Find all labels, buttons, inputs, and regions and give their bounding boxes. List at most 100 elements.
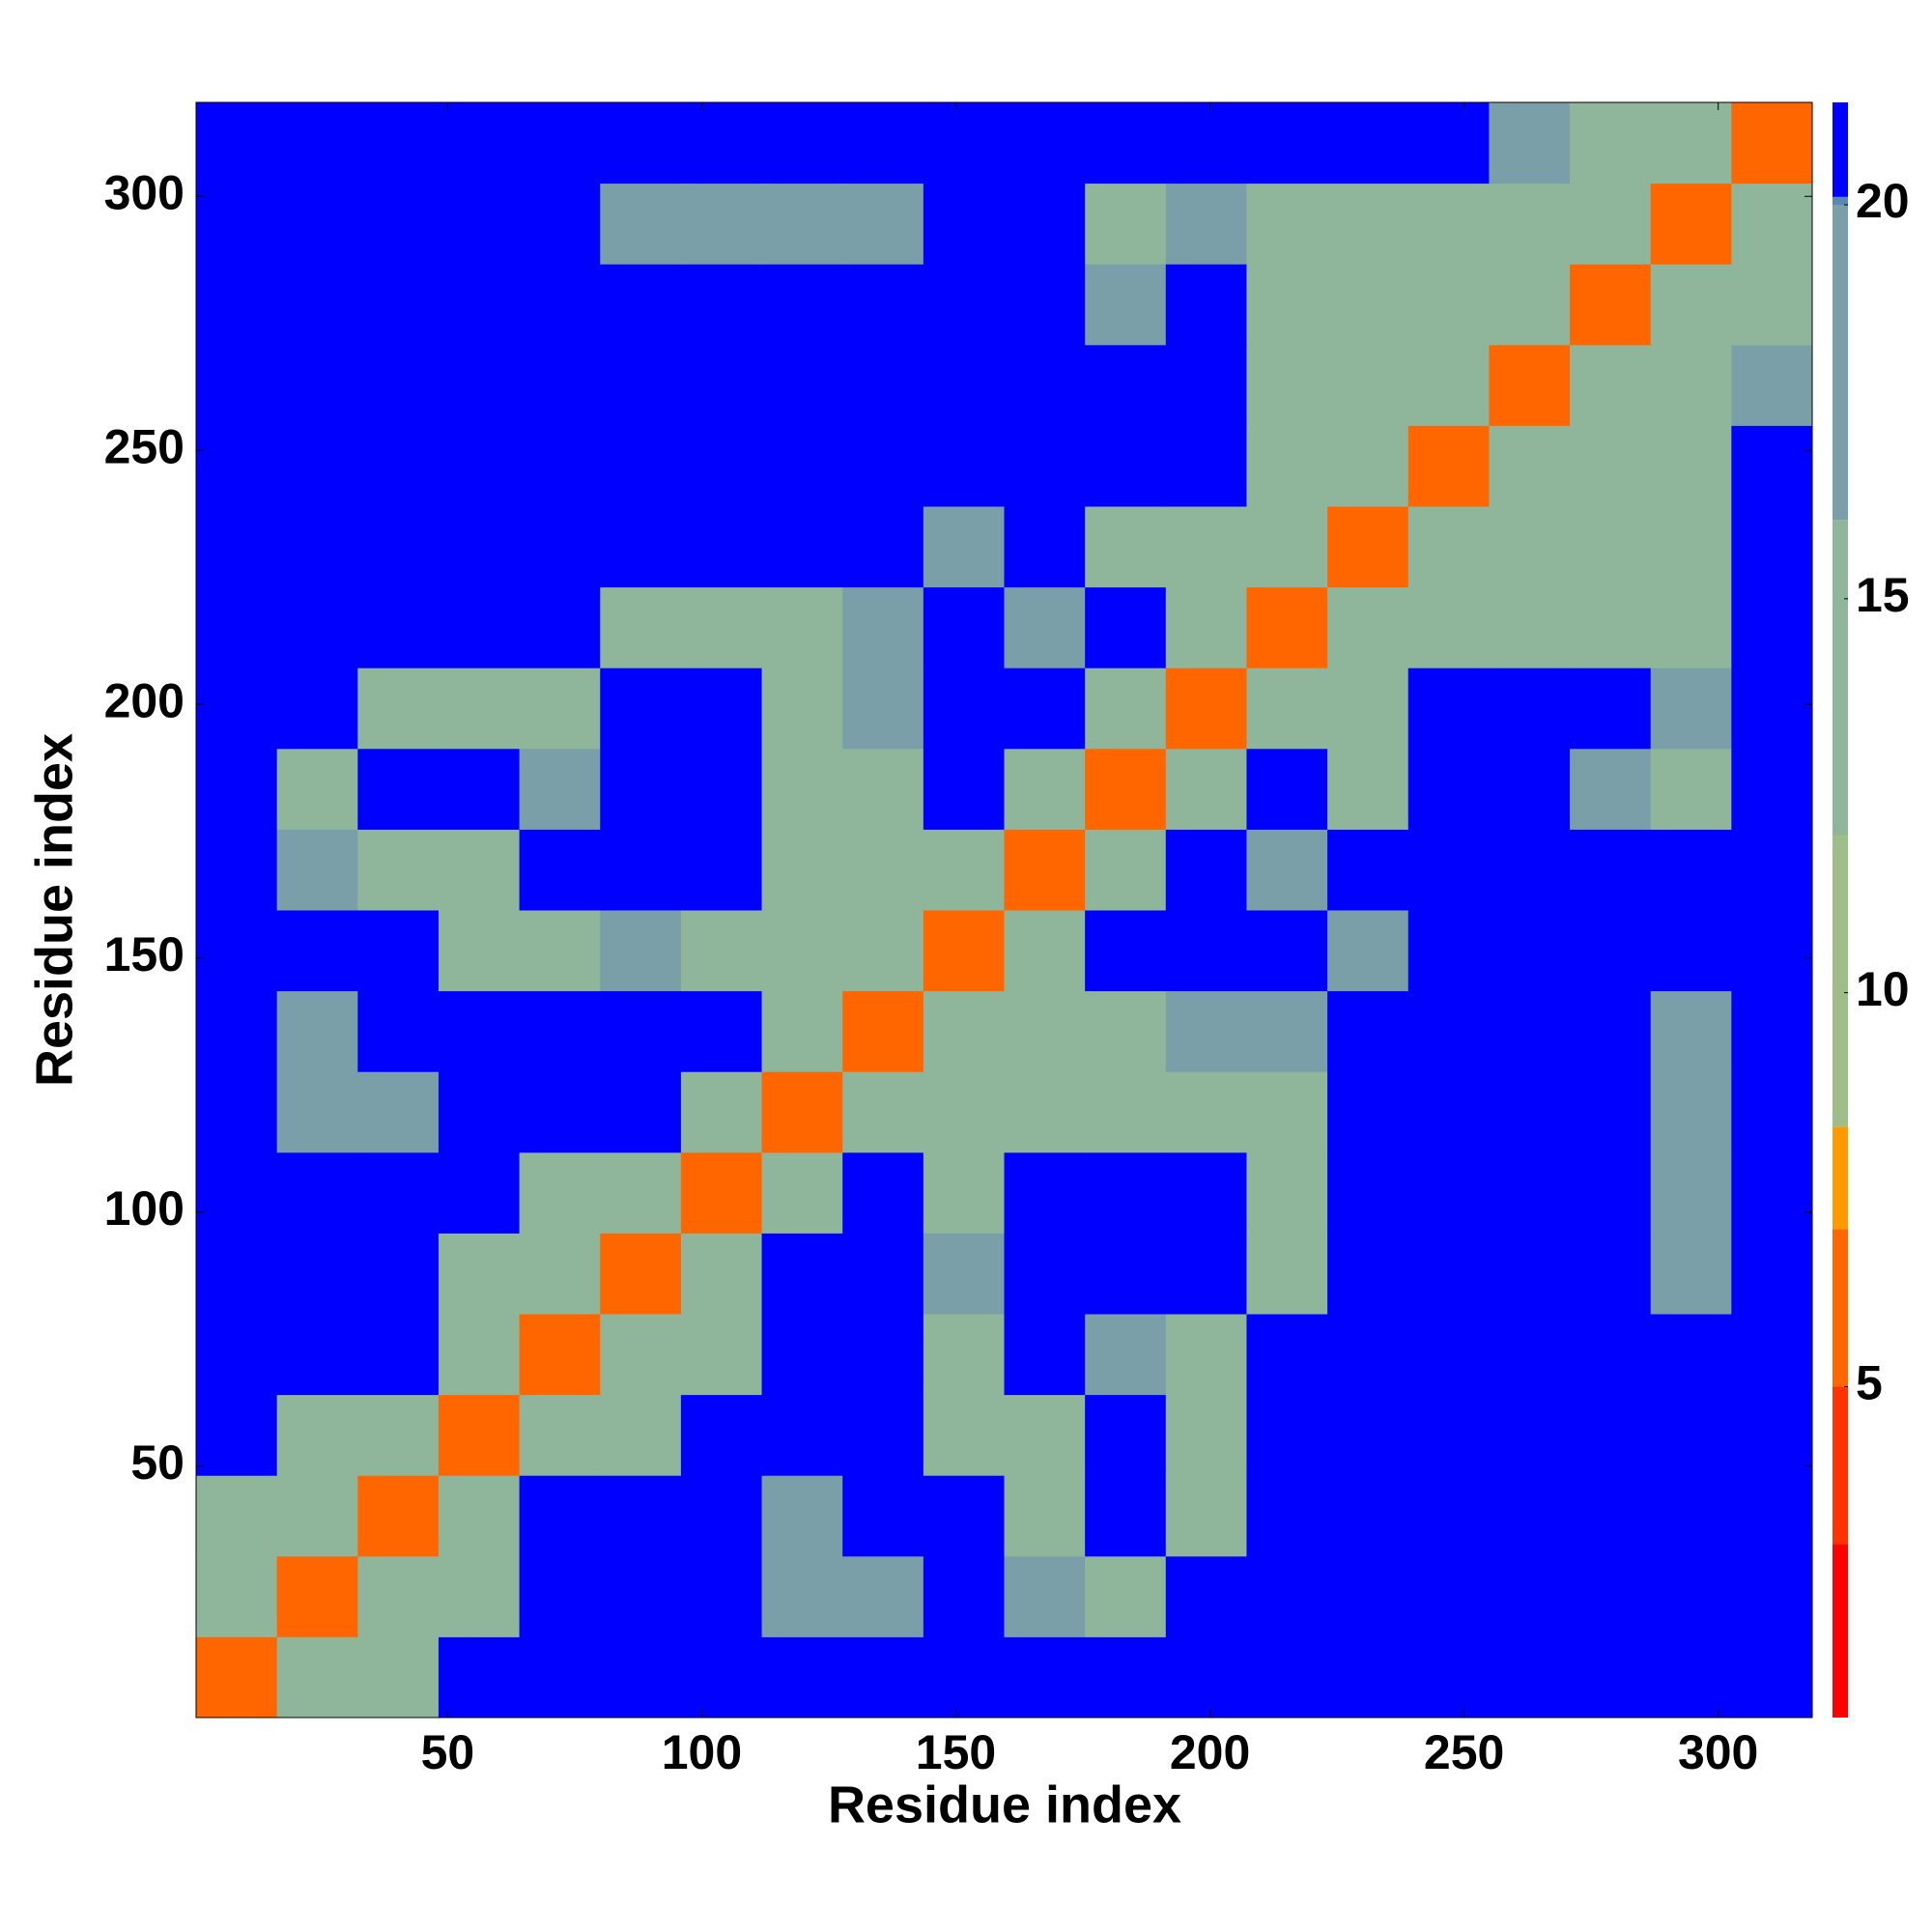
heatmap-cell [600,1233,682,1315]
heatmap-cell [600,910,682,992]
heatmap-cell [1004,102,1086,185]
heatmap-cell [923,748,1005,830]
heatmap-cell [1407,506,1490,588]
heatmap-cell [923,264,1005,346]
heatmap-cell [196,1151,278,1234]
heatmap-cell [1407,183,1490,265]
heatmap-cell [196,264,278,346]
heatmap-cell [276,1555,358,1637]
heatmap-cell [1570,668,1652,750]
heatmap-cell [1246,1555,1328,1637]
heatmap-cell [1489,1555,1571,1637]
heatmap-cell [1650,344,1732,426]
heatmap-cell [923,1555,1005,1637]
heatmap-cell [680,748,763,830]
heatmap-cell [1085,183,1167,265]
heatmap-cell [1489,829,1571,911]
heatmap-cell [196,1314,278,1396]
heatmap-cell [923,829,1005,911]
heatmap-cell [438,1314,521,1396]
heatmap-cell [1165,1394,1247,1476]
heatmap-cell [1004,506,1086,588]
heatmap-cell [196,1394,278,1476]
colorbar-tick-label: 10 [1856,962,1910,1016]
colorbar-segment [1833,835,1848,1127]
heatmap-cell [1165,1636,1247,1719]
heatmap-cell [1004,910,1086,992]
heatmap-cell [923,990,1005,1072]
heatmap-cell [1570,1151,1652,1234]
heatmap-cell [276,1394,358,1476]
heatmap-cell [680,829,763,911]
heatmap-cell [680,990,763,1072]
heatmap-cell [519,1555,601,1637]
heatmap-cell [842,1151,924,1234]
heatmap-cell [1085,1636,1167,1719]
heatmap-cell [438,1233,521,1315]
heatmap-cell [1489,990,1571,1072]
heatmap-cell [357,1233,440,1315]
heatmap-cell [438,990,521,1072]
heatmap-cell [357,1475,440,1557]
heatmap-cell [438,829,521,911]
heatmap-cell [1085,990,1167,1072]
heatmap-cell [1246,183,1328,265]
heatmap-cell [276,183,358,265]
heatmap-cell [438,506,521,588]
y-tick-label: 150 [104,927,185,981]
heatmap-cell [1650,1636,1732,1719]
heatmap-cell [276,1636,358,1719]
heatmap-cell [1650,183,1732,265]
heatmap-cell [1004,829,1086,911]
heatmap-cell [519,102,601,185]
heatmap-cell [680,1233,763,1315]
heatmap-cell [1731,668,1813,750]
heatmap-cell [357,344,440,426]
heatmap-cell [1246,1475,1328,1557]
heatmap-cell [923,506,1005,588]
heatmap-cell [1489,1636,1571,1719]
heatmap-cell [1165,1475,1247,1557]
heatmap-cell [923,1394,1005,1476]
heatmap-cell [1650,910,1732,992]
heatmap-cell [1407,1475,1490,1557]
heatmap-cell [1246,1314,1328,1396]
colorbar-segment [1833,1229,1848,1387]
heatmap-cell [1085,668,1167,750]
heatmap-cell [1407,264,1490,346]
heatmap-cell [1731,1636,1813,1719]
colorbar-segment [1833,196,1848,206]
heatmap-cell [1004,748,1086,830]
heatmap-cell [1489,1071,1571,1153]
heatmap-cell [1165,1314,1247,1396]
heatmap-cell [1004,1636,1086,1719]
colorbar-tick-label: 5 [1856,1356,1883,1410]
heatmap-cell [923,586,1005,668]
heatmap-cell [680,668,763,750]
heatmap-cell [1246,425,1328,507]
heatmap-cell [519,1475,601,1557]
heatmap-cell [761,1555,843,1637]
heatmap-cell [438,586,521,668]
heatmap-cell [276,344,358,426]
heatmap-cell [923,1233,1005,1315]
heatmap-cell [761,829,843,911]
heatmap-cell [1004,264,1086,346]
heatmap-cell [1650,1555,1732,1637]
heatmap-cell [1246,102,1328,185]
heatmap-cell [196,1636,278,1719]
heatmap-cell [842,1394,924,1476]
x-tick-label: 50 [421,1725,475,1779]
heatmap-cell [842,1314,924,1396]
heatmap-cell [1004,668,1086,750]
heatmap-cell [1407,344,1490,426]
heatmap-cell [276,1314,358,1396]
heatmap-cell [1570,990,1652,1072]
x-tick-label: 250 [1424,1725,1504,1779]
heatmap-cell [1327,1394,1409,1476]
heatmap-cell [1327,1475,1409,1557]
heatmap-cell [1085,1233,1167,1315]
heatmap-cell [1246,668,1328,750]
heatmap-cell [1731,1314,1813,1396]
heatmap-cell [1570,1233,1652,1315]
